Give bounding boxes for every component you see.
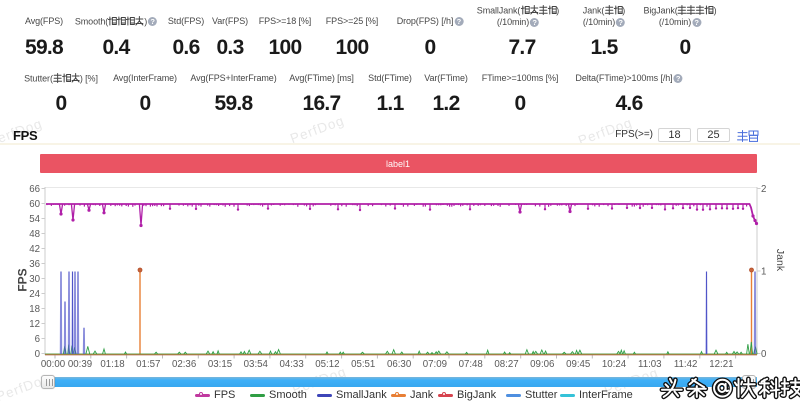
svg-text:03:54: 03:54 (244, 359, 269, 370)
svg-text:11:03: 11:03 (638, 359, 662, 370)
svg-text:11:42: 11:42 (674, 359, 698, 370)
svg-text:18: 18 (29, 304, 40, 315)
svg-text:07:09: 07:09 (423, 359, 447, 370)
svg-text:0: 0 (761, 349, 767, 360)
svg-text:1: 1 (761, 267, 766, 278)
svg-text:42: 42 (29, 244, 40, 255)
svg-text:06:30: 06:30 (387, 359, 412, 370)
svg-text:10:24: 10:24 (602, 359, 627, 370)
svg-text:54: 54 (29, 214, 40, 225)
svg-text:30: 30 (29, 274, 40, 285)
svg-text:60: 60 (29, 199, 40, 210)
svg-text:04:33: 04:33 (279, 359, 303, 370)
svg-text:12: 12 (29, 319, 40, 330)
svg-text:00:39: 00:39 (68, 359, 92, 370)
svg-text:00:00: 00:00 (41, 359, 66, 370)
svg-text:2: 2 (761, 184, 766, 195)
svg-text:07:48: 07:48 (459, 359, 483, 370)
svg-text:03:15: 03:15 (208, 359, 232, 370)
svg-text:01:18: 01:18 (100, 359, 124, 370)
svg-text:01:57: 01:57 (136, 359, 160, 370)
svg-text:02:36: 02:36 (172, 359, 196, 370)
svg-text:24: 24 (29, 289, 40, 300)
svg-text:05:12: 05:12 (315, 359, 339, 370)
svg-text:6: 6 (35, 334, 40, 345)
svg-text:48: 48 (29, 229, 40, 240)
svg-text:05:51: 05:51 (351, 359, 375, 370)
svg-text:36: 36 (29, 259, 40, 270)
svg-text:0: 0 (35, 349, 41, 360)
svg-text:12:21: 12:21 (709, 359, 733, 370)
svg-text:09:06: 09:06 (530, 359, 554, 370)
svg-text:09:45: 09:45 (566, 359, 590, 370)
svg-text:66: 66 (29, 184, 40, 195)
svg-text:08:27: 08:27 (494, 359, 518, 370)
